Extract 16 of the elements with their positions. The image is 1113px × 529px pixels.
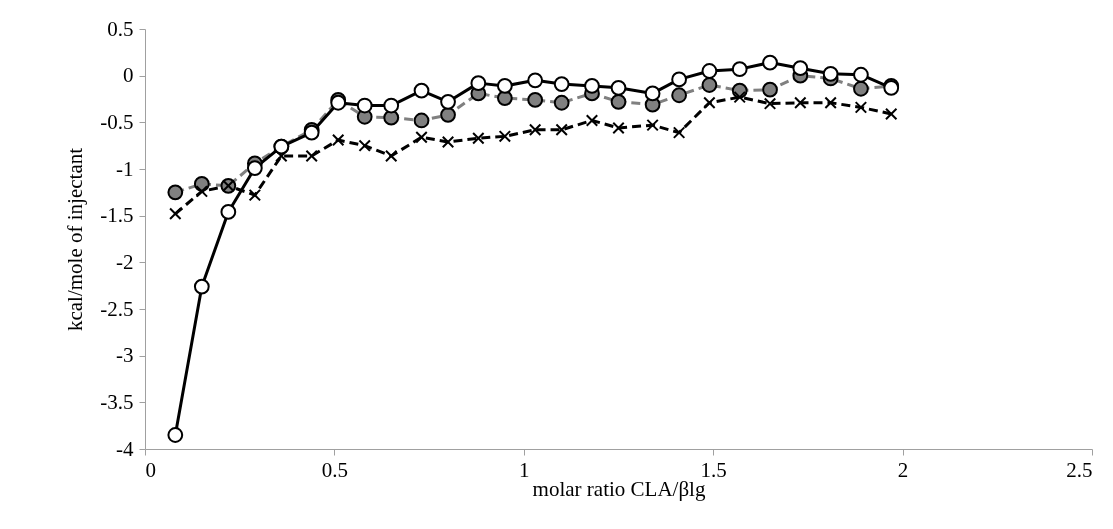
x-tick-label: 0.5: [321, 457, 349, 482]
y-tick-label: 0.5: [107, 16, 134, 41]
y-axis-title: kcal/mole of injectant: [63, 147, 88, 332]
y-tick-label: -1.5: [100, 203, 134, 228]
x-tick-label: 2: [897, 457, 909, 482]
y-tick-label: -3: [116, 343, 134, 368]
y-tick-label: -0.5: [100, 109, 134, 134]
x-tick-label: 1: [519, 457, 530, 482]
y-tick-label: -3.5: [100, 389, 134, 414]
y-tick-label: -2.5: [100, 296, 134, 321]
y-tick-label: -4: [116, 436, 134, 461]
y-tick-label: -2: [116, 249, 134, 274]
y-tick-label: 0: [123, 63, 134, 88]
x-tick-label: 2.5: [1066, 457, 1093, 482]
y-tick-label: -1: [116, 156, 134, 181]
x-tick-label: 0: [145, 457, 156, 482]
